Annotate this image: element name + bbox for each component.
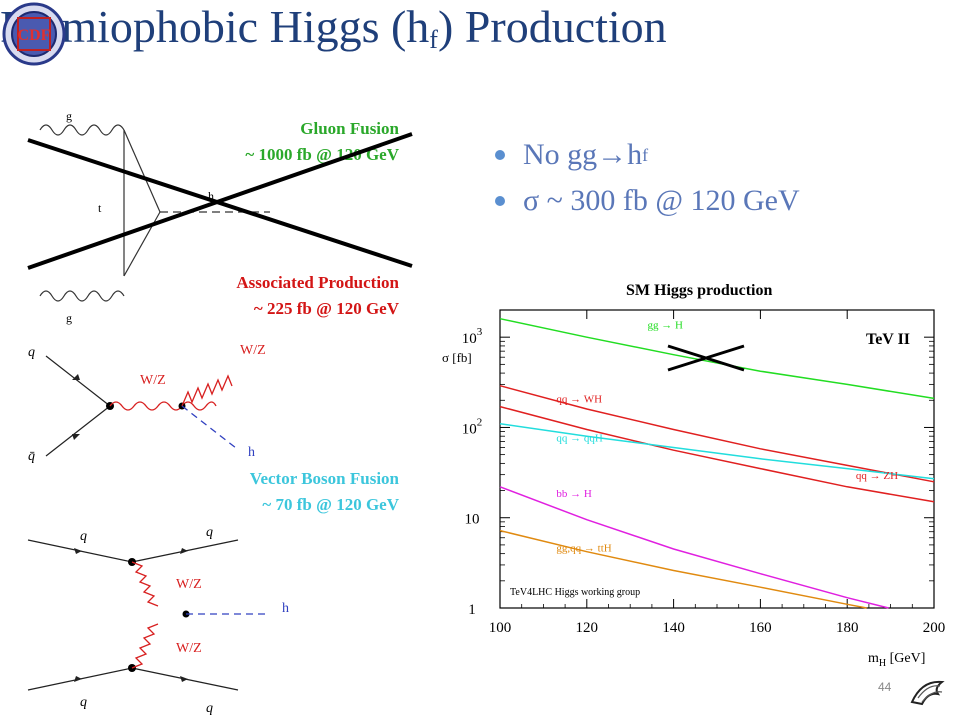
bullet-dot [495, 150, 505, 160]
x-tick-label: 100 [489, 620, 512, 636]
series-line-1 [499, 384, 935, 483]
chart-energy-label: TeV II [866, 331, 910, 348]
w-boson-out [181, 374, 233, 407]
higgs-line [181, 405, 237, 449]
scroll-logo-icon [910, 680, 945, 706]
bullet-dot [495, 196, 505, 206]
vbf-label-wz-top: W/Z [176, 577, 202, 592]
page-number: 44 [878, 680, 892, 694]
assoc-label-q: q [28, 345, 35, 360]
gluon-fusion-diagram: g g t h [27, 109, 413, 325]
y-tick-label: 1 [468, 602, 476, 618]
gluon-line-bottom [39, 290, 125, 302]
series-line-2 [499, 405, 935, 503]
vbf-diagram: q q q q W/Z W/Z h [27, 525, 289, 716]
w-boson-internal [109, 401, 217, 411]
bullet-item: No gg → h f [495, 132, 800, 178]
x-tick-label: 160 [749, 620, 772, 636]
bullet-item: σ ~ 300 fb @ 120 GeV [495, 178, 800, 224]
vbf-label-wz-bottom: W/Z [176, 641, 202, 656]
chart-title: SM Higgs production [626, 282, 773, 299]
vbf-label-q-in-top: q [80, 529, 87, 544]
x-axis-label: mH [GeV] [868, 651, 925, 669]
series-label-1: qq → WH [556, 393, 602, 405]
vbf-label-q-out-top: q [206, 525, 213, 540]
gluon-label-t: t [98, 201, 102, 215]
vbf-label-q-in-bottom: q [80, 695, 87, 710]
gluon-label-h: h [208, 189, 214, 203]
series-label-3: qq → qqH [556, 432, 603, 444]
gg-h-cross-2 [667, 344, 745, 372]
series-line-4 [499, 486, 889, 609]
x-tick-label: 120 [576, 620, 599, 636]
gluon-label-g-bottom: g [66, 311, 72, 325]
page-title: Fermiophobic Higgs (hf) Production [0, 1, 667, 54]
assoc-label-wz-out: W/Z [240, 343, 266, 358]
vbf-label: Vector Boson Fusion ~ 70 fb @ 120 GeV [249, 469, 399, 514]
cdf-logo-text: CDF [18, 27, 51, 44]
y-tick-label: 102 [462, 416, 483, 437]
w-boson-top [131, 561, 159, 607]
x-tick-label: 200 [923, 620, 946, 636]
y-tick-label: 103 [462, 326, 483, 347]
series-label-0: gg → H [648, 319, 684, 331]
vbf-label-q-out-bottom: q [206, 701, 213, 716]
x-tick-label: 180 [836, 620, 859, 636]
x-tick-label: 140 [662, 620, 685, 636]
cross-out-line-2 [27, 132, 413, 270]
w-boson-bottom [131, 623, 159, 669]
y-tick-label: 10 [465, 512, 480, 528]
chart-footer: TeV4LHC Higgs working group [510, 587, 640, 598]
assoc-label-h: h [248, 445, 255, 460]
series-line-3 [499, 422, 935, 480]
series-line-5 [499, 529, 867, 609]
series-label-5: gg,qq → ttH [556, 543, 611, 555]
y-axis-label: σ [fb] [442, 350, 472, 365]
series-label-4: bb → H [556, 488, 592, 500]
gluon-line-top [39, 124, 125, 136]
assoc-label-qbar: q̄ [28, 449, 35, 464]
higgs-production-chart: SM Higgs production TeV II σ [fb] mH [Ge… [442, 282, 946, 669]
series-label-2: qq → ZH [856, 470, 898, 482]
assoc-label-wz-internal: W/Z [140, 373, 166, 388]
bullet-list: No gg → h f σ ~ 300 fb @ 120 GeV [495, 132, 800, 224]
gluon-fusion-label: Gluon Fusion ~ 1000 fb @ 120 GeV [245, 119, 399, 164]
associated-production-diagram: q q̄ W/Z W/Z h [28, 343, 266, 464]
vbf-label-h: h [282, 601, 289, 616]
associated-production-label: Associated Production ~ 225 fb @ 120 GeV [236, 273, 399, 318]
cdf-logo: CDF [2, 2, 66, 66]
gluon-label-g-top: g [66, 109, 72, 123]
